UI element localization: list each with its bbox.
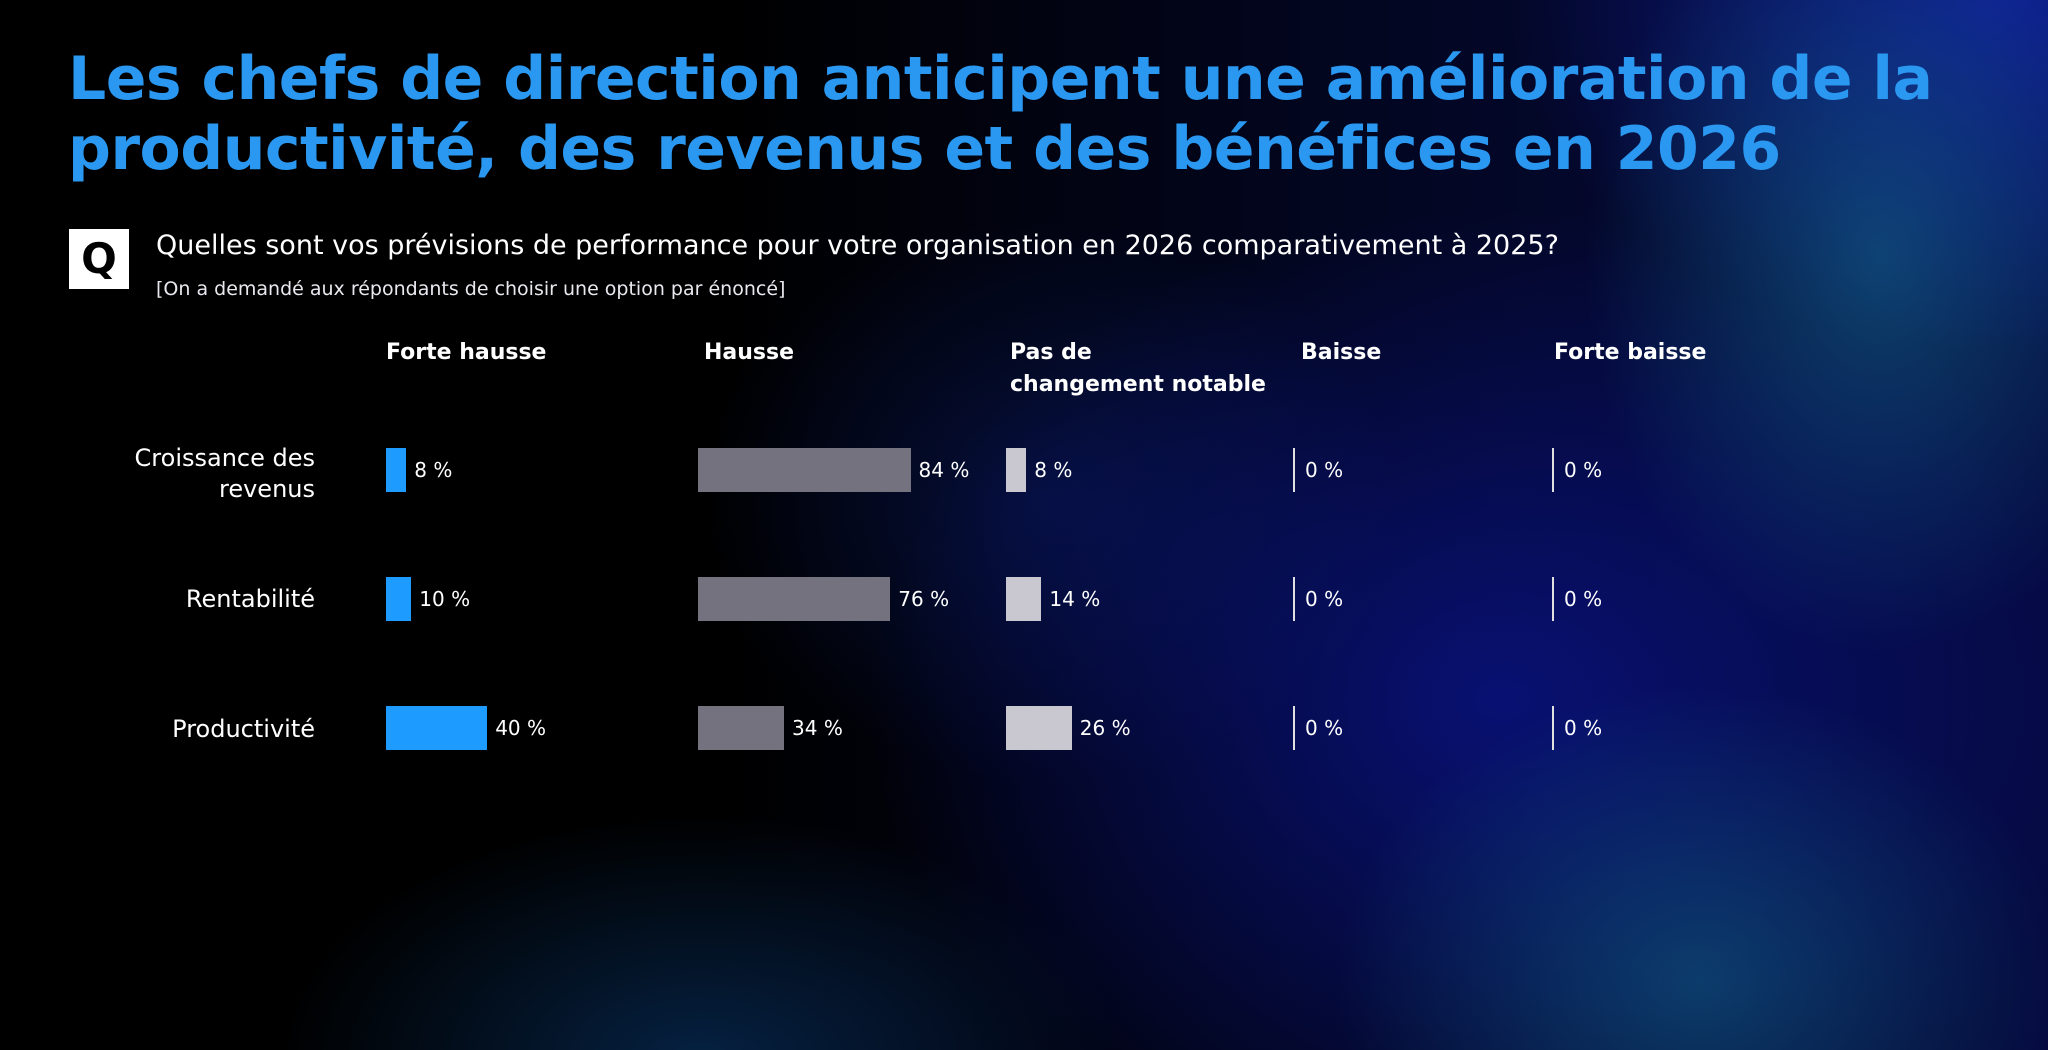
value-label-baisse-rentabilite: 0 % xyxy=(1305,587,1344,611)
value-label-hausse-productivite: 34 % xyxy=(792,716,843,740)
value-label-pas-de-changement-rentabilite: 14 % xyxy=(1049,587,1101,611)
row-label-line: Rentabilité xyxy=(185,585,315,613)
value-label-forte-baisse-croissance-des-revenus: 0 % xyxy=(1564,458,1603,482)
bar-baisse-croissance-des-revenus xyxy=(1293,448,1295,492)
question-marker-icon: Q xyxy=(69,229,129,289)
column-header-forte-baisse: Forte baisse xyxy=(1554,337,1706,369)
row-label-line: Croissance des xyxy=(134,444,315,472)
value-label-forte-hausse-rentabilite: 10 % xyxy=(419,587,471,611)
value-label-forte-baisse-productivite: 0 % xyxy=(1564,716,1603,740)
column-header-line: changement notable xyxy=(1010,372,1266,397)
bar-pas-de-changement-croissance-des-revenus xyxy=(1006,448,1027,492)
question-text: Quelles sont vos prévisions de performan… xyxy=(156,230,1559,261)
value-label-forte-hausse-croissance-des-revenus: 8 % xyxy=(414,458,453,482)
bar-forte-hausse-rentabilite xyxy=(386,577,412,621)
value-label-baisse-productivite: 0 % xyxy=(1305,716,1344,740)
title-line-2: productivité, des revenus et des bénéfic… xyxy=(68,114,1781,184)
value-label-pas-de-changement-croissance-des-revenus: 8 % xyxy=(1034,458,1073,482)
column-header-hausse: Hausse xyxy=(704,337,794,369)
column-header-line: Forte baisse xyxy=(1554,340,1707,365)
column-header-line: Baisse xyxy=(1301,340,1382,365)
bar-forte-baisse-croissance-des-revenus xyxy=(1552,448,1554,492)
row-label-line: revenus xyxy=(219,475,315,503)
row-label-productivite: Productivité xyxy=(172,714,315,745)
column-header-baisse: Baisse xyxy=(1301,337,1381,369)
column-header-line: Pas de xyxy=(1010,340,1092,365)
bar-forte-hausse-productivite xyxy=(386,706,488,750)
value-label-baisse-croissance-des-revenus: 0 % xyxy=(1305,458,1344,482)
question-note: [On a demandé aux répondants de choisir … xyxy=(156,278,786,300)
value-label-pas-de-changement-productivite: 26 % xyxy=(1079,716,1131,740)
page-title: Les chefs de direction anticipent une am… xyxy=(68,44,1968,184)
bar-baisse-rentabilite xyxy=(1293,577,1295,621)
row-label-line: Productivité xyxy=(172,715,315,743)
bar-forte-baisse-productivite xyxy=(1552,706,1554,750)
bar-pas-de-changement-rentabilite xyxy=(1006,577,1042,621)
bar-pas-de-changement-productivite xyxy=(1006,706,1072,750)
bar-hausse-croissance-des-revenus xyxy=(698,448,911,492)
column-header-pas-de-changement: Pas de changement notable xyxy=(1010,337,1266,401)
value-label-forte-hausse-productivite: 40 % xyxy=(495,716,546,740)
bar-hausse-productivite xyxy=(698,706,785,750)
value-label-forte-baisse-rentabilite: 0 % xyxy=(1564,587,1603,611)
row-label-croissance-des-revenus: Croissance des revenus xyxy=(135,443,315,505)
value-label-hausse-croissance-des-revenus: 84 % xyxy=(918,458,970,482)
column-header-forte-hausse: Forte hausse xyxy=(386,337,546,369)
value-label-hausse-rentabilite: 76 % xyxy=(898,587,950,611)
column-header-line: Hausse xyxy=(704,340,795,365)
bar-forte-baisse-rentabilite xyxy=(1552,577,1554,621)
bar-hausse-rentabilite xyxy=(698,577,891,621)
column-header-line: Forte hausse xyxy=(386,340,547,365)
title-line-1: Les chefs de direction anticipent une am… xyxy=(68,44,1933,114)
bar-baisse-productivite xyxy=(1293,706,1295,750)
bar-forte-hausse-croissance-des-revenus xyxy=(386,448,407,492)
row-label-rentabilite: Rentabilité xyxy=(186,584,315,615)
